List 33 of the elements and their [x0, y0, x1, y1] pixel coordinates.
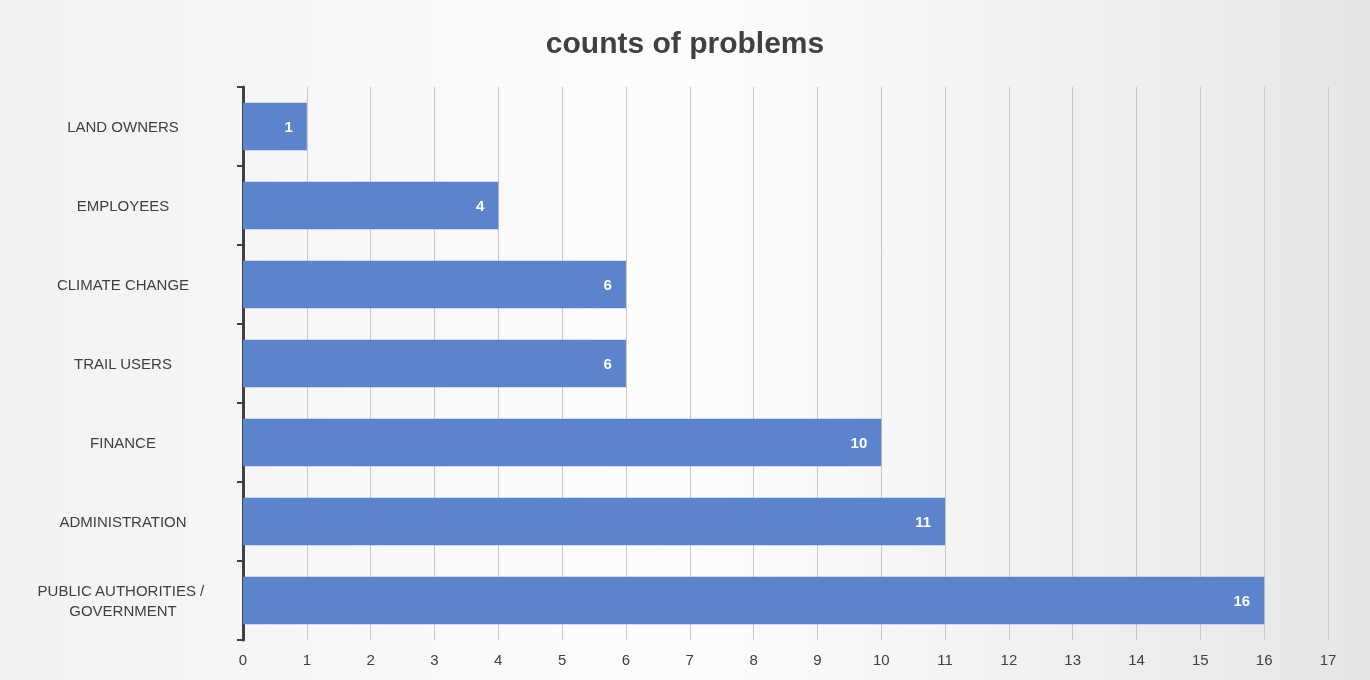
data-label: 1 [284, 118, 293, 135]
x-tick-label: 15 [1192, 651, 1209, 668]
x-tick-label: 4 [494, 651, 503, 668]
x-tick-label: 7 [685, 651, 694, 668]
data-label: 11 [915, 513, 932, 530]
y-tick-label: PUBLIC AUTHORITIES / GOVERNMENT [37, 582, 209, 619]
y-tick-label: ADMINISTRATION [59, 513, 187, 530]
y-tick-label: CLIMATE CHANGE [56, 276, 190, 293]
x-tick-label: 14 [1128, 651, 1145, 668]
x-tick-label: 2 [366, 651, 375, 668]
data-label: 4 [475, 197, 485, 214]
data-label: 16 [1233, 592, 1251, 609]
x-tick-label: 1 [302, 651, 311, 668]
x-tick-label: 17 [1319, 651, 1337, 668]
data-label: 10 [850, 434, 868, 451]
x-tick-label: 0 [238, 651, 248, 668]
x-tick-label: 8 [749, 651, 758, 668]
x-tick-label: 11 [937, 651, 953, 668]
data-label: 6 [603, 276, 612, 293]
x-tick-label: 3 [430, 651, 439, 668]
x-tick-label: 10 [872, 651, 890, 668]
x-tick-label: 16 [1255, 651, 1273, 668]
y-tick-label: LAND OWNERS [67, 118, 179, 135]
x-tick-label: 12 [1000, 651, 1018, 668]
y-tick-label: FINANCE [90, 434, 156, 451]
data-label: 6 [603, 355, 612, 372]
chart-title: counts of problems [545, 25, 825, 59]
x-tick-label: 9 [813, 651, 822, 668]
x-tick-label: 13 [1064, 651, 1082, 668]
y-tick-label: EMPLOYEES [76, 197, 170, 214]
y-tick-label: TRAIL USERS [74, 355, 172, 372]
x-tick-label: 6 [621, 651, 631, 668]
x-tick-label: 5 [557, 651, 567, 668]
